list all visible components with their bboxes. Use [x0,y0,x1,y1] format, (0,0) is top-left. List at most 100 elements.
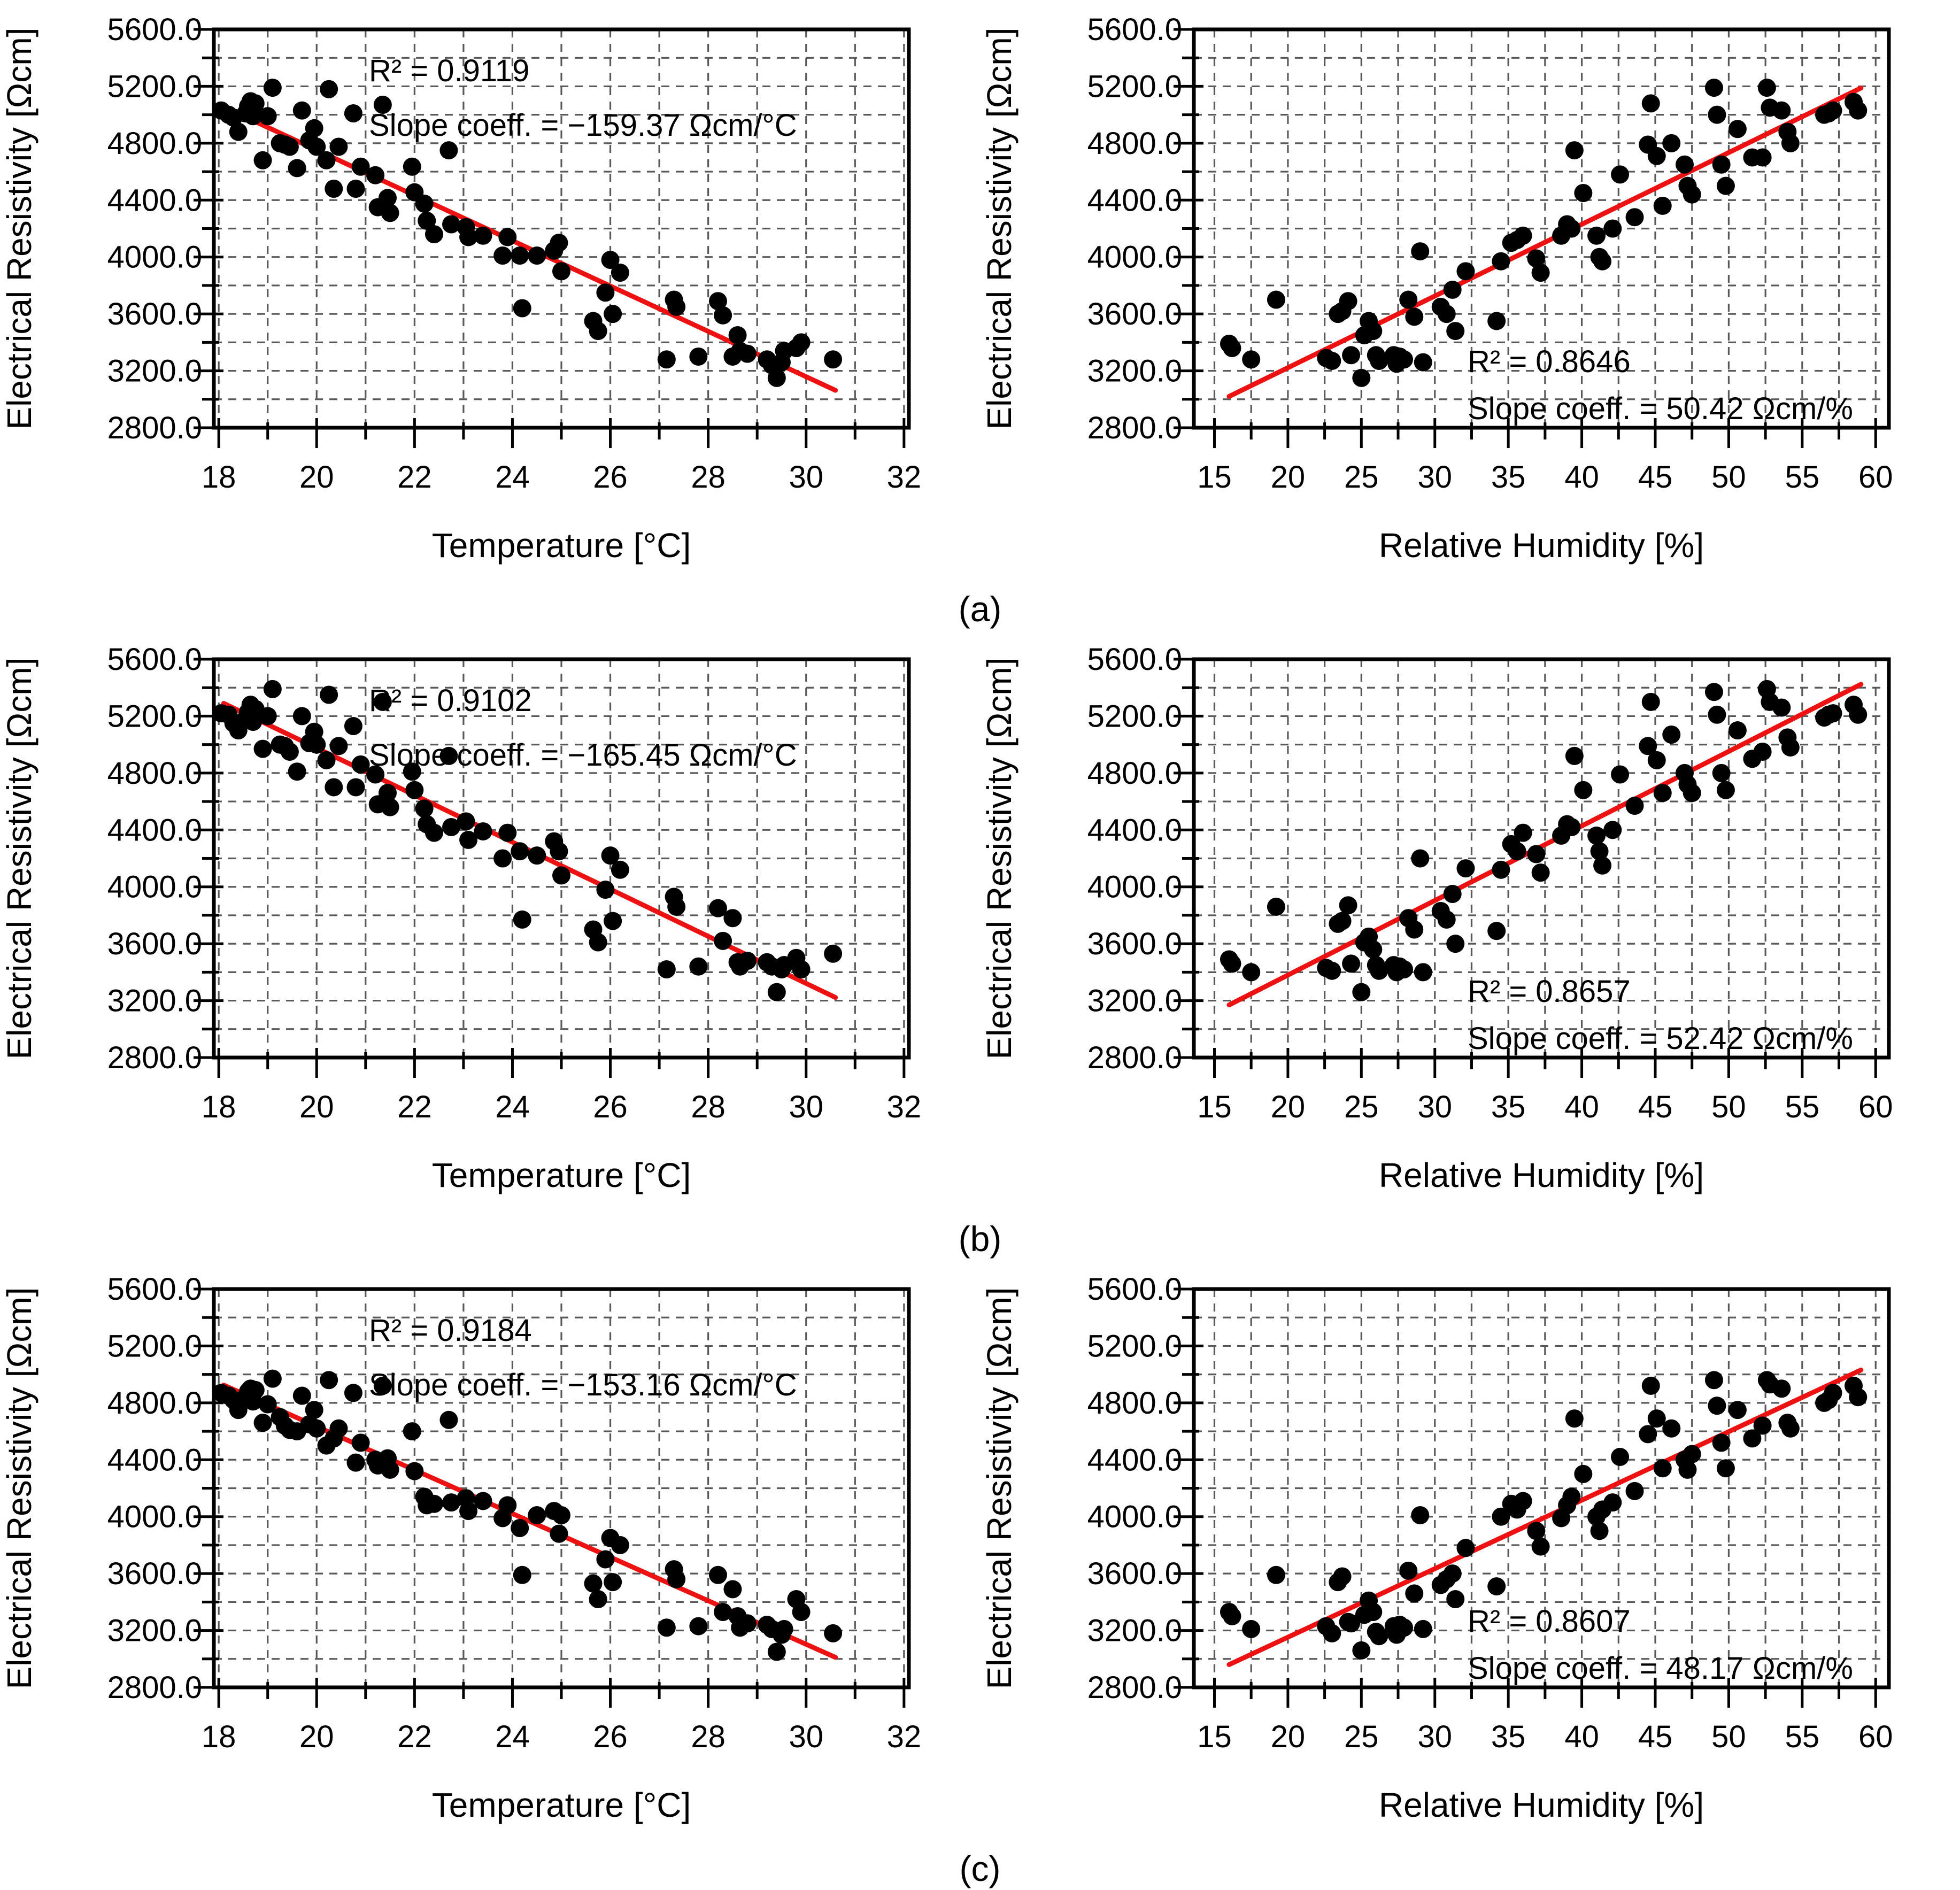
annotation: R² = 0.8607 Slope coeff. = 48.17 Ωcm/% [1468,1604,1853,1686]
data-point [325,180,343,198]
data-point [474,226,492,245]
data-point [1395,1618,1414,1637]
annotation: R² = 0.8657 Slope coeff. = 52.42 Ωcm/% [1468,974,1853,1056]
data-point [1562,1487,1581,1506]
data-point [379,784,397,803]
data-point [1456,1539,1475,1557]
data-point [1414,1619,1432,1638]
fit-line [1226,1367,1864,1667]
data-point [292,101,311,120]
data-point [1405,920,1424,939]
data-point [552,866,570,885]
data-point [1487,1577,1506,1596]
data-point [258,1395,277,1414]
data-point [528,846,546,865]
data-point [1728,120,1747,138]
data-point [1662,726,1681,744]
data-point [1625,1482,1644,1500]
data-point [1411,1506,1430,1525]
data-point [1772,101,1791,120]
data-point [1342,346,1361,365]
data-point [1531,863,1550,882]
y-tick-labels: 2800.0 3200.0 3600.0 4000.0 4400.0 4800.0 5200… [107,12,202,445]
data-point [346,1453,365,1472]
scatter-plot-a-temperature: 18 20 22 24 26 28 30 32 2800.0 3200.0 3600.0 4000.0… [0,12,921,565]
data-point [381,798,399,816]
data-point [1411,849,1430,868]
data-point [246,1380,265,1399]
data-point [511,842,529,861]
data-point [317,151,336,169]
data-point [379,189,397,207]
data-point [657,960,676,979]
data-point [1333,912,1352,930]
y-tick-label: 4400.0 [1087,813,1182,847]
data-point [550,234,568,252]
data-point [1683,784,1701,803]
data-point [1339,292,1357,311]
data-point [1647,1409,1666,1428]
data-point [1593,252,1612,271]
data-point [1849,101,1868,120]
fit-line [1226,682,1864,1008]
axis-ticks [1174,28,1877,448]
data-point [708,292,727,311]
data-point [708,1565,727,1584]
data-point [425,823,443,842]
data-point [263,680,282,698]
annotation-r2: R² = 0.8657 [1468,974,1631,1009]
data-point [498,1496,517,1515]
data-point [589,1590,607,1609]
axis-ticks [1174,658,1877,1078]
data-point [1753,148,1772,167]
data-point [1728,1401,1747,1420]
data-point [1704,683,1723,701]
data-point [1574,1464,1593,1483]
data-point [1641,1376,1660,1395]
x-tick-labels: 18 20 22 24 26 28 30 32 [202,460,921,495]
y-tick-label: 2800.0 [107,1670,202,1705]
data-point [1647,146,1666,165]
data-point [1242,1619,1261,1638]
data-point [601,251,620,269]
data-point [589,322,607,341]
scatter-plot-c-humidity: 15 20 25 30 35 40 45 50 55 60 2800.0 3200.0 3600.0 40… [980,1272,1893,1824]
row-a-panels: 18 20 22 24 26 28 30 32 2800.0 3200.0 3600.0 4000.0… [0,0,1960,588]
data-point [1267,1565,1285,1584]
data-point [1781,134,1800,152]
data-point [1574,183,1593,202]
data-point [1653,1459,1672,1478]
fit-line [1226,86,1864,399]
y-axis-title: Electrical Resistivity [Ωcm] [0,1287,38,1690]
data-point [351,1433,370,1452]
data-point [258,707,277,726]
data-point [792,1602,811,1621]
data-point [346,778,365,797]
panel-a-humidity: 15 20 25 30 35 40 45 50 55 60 2800.0 3200.0 3600.0 40… [980,0,1960,588]
data-point [1639,737,1657,755]
data-point [728,326,747,345]
annotation: R² = 0.9119 Slope coeff. = −159.37 Ωcm/°C [369,53,797,143]
data-point [1399,1561,1418,1580]
x-tick-label: 35 [1491,1719,1526,1754]
annotation: R² = 0.9102 Slope coeff. = −165.45 Ωcm/°C [369,683,797,773]
annotation-r2: R² = 0.9102 [369,683,532,718]
axis-ticks [194,28,906,448]
y-tick-label: 4400.0 [107,183,202,218]
x-tick-labels: 15 20 25 30 35 40 45 50 55 60 [1197,460,1893,495]
data-point [1364,1602,1383,1621]
x-tick-label: 40 [1564,1090,1599,1124]
data-point [1824,1384,1842,1402]
data-point [403,762,421,781]
data-point [738,1614,757,1633]
y-tick-label: 4800.0 [1087,126,1182,161]
y-axis-title: Electrical Resistivity [Ωcm] [980,28,1018,430]
data-point [1565,1409,1584,1428]
data-point [1370,961,1388,980]
x-tick-label: 30 [789,1090,823,1124]
y-tick-label: 4000.0 [107,240,202,275]
y-tick-label: 3200.0 [107,354,202,389]
data-point [824,1624,843,1642]
x-tick-label: 30 [1417,460,1452,495]
data-point [596,283,615,302]
